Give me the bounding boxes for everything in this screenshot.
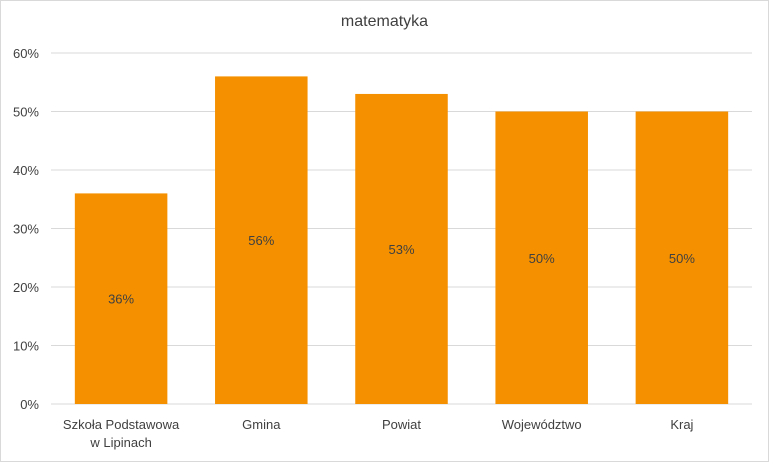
bar (74, 193, 168, 404)
category-label: Gmina (242, 417, 281, 432)
bar (495, 111, 588, 404)
y-tick-label: 20% (13, 280, 39, 295)
category-label: Województwo (502, 417, 582, 432)
y-tick-label: 10% (13, 339, 39, 354)
y-tick-label: 50% (13, 105, 39, 120)
chart-title: matematyka (340, 13, 429, 30)
y-tick-label: 0% (20, 397, 39, 412)
y-tick-label: 40% (13, 163, 39, 178)
data-label: 36% (108, 292, 134, 307)
bar (635, 111, 729, 404)
data-label: 53% (388, 242, 414, 257)
category-label: Szkoła Podstawowa w Lipinach (63, 417, 180, 450)
y-tick-label: 30% (13, 222, 39, 237)
bar (355, 93, 448, 404)
bar (215, 76, 308, 405)
category-label: Kraj (670, 417, 693, 432)
data-label: 56% (248, 233, 274, 248)
category-label: Powiat (382, 417, 421, 432)
y-tick-label: 60% (13, 46, 39, 61)
data-label: 50% (529, 251, 555, 266)
data-label: 50% (669, 251, 695, 266)
